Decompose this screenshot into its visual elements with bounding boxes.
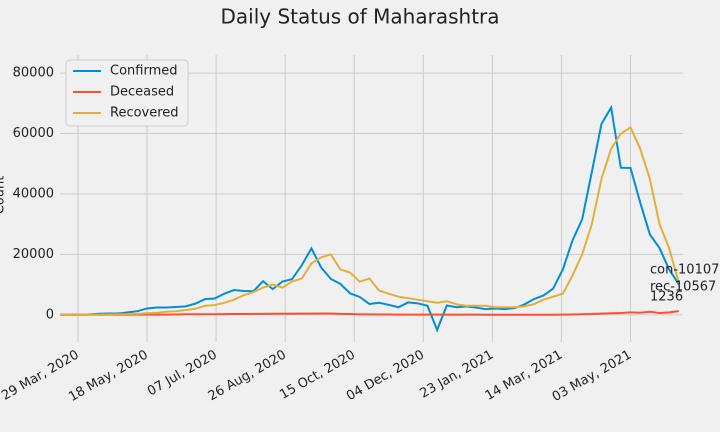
y-axis-label: Count: [0, 176, 8, 215]
chart-title: Daily Status of Maharashtra: [220, 5, 499, 29]
annotation: rec-10567: [650, 280, 716, 295]
y-tick-label: 40000: [13, 186, 54, 201]
y-tick-label: 80000: [13, 66, 54, 81]
legend-label: Recovered: [110, 106, 179, 121]
annotation: 1236: [650, 290, 683, 305]
series-line: [60, 310, 679, 316]
legend: Confirmed Deceased Recovered: [65, 59, 189, 127]
series-line: [60, 126, 680, 316]
series-line: [59, 104, 680, 333]
annotation: con-10107: [650, 263, 719, 278]
legend-label: Deceased: [110, 85, 174, 100]
y-tick-label: 0: [46, 307, 54, 322]
y-tick-label: 60000: [13, 126, 54, 141]
y-tick-label: 20000: [13, 247, 54, 262]
legend-box: [65, 59, 189, 127]
legend-label: Confirmed: [110, 64, 178, 79]
